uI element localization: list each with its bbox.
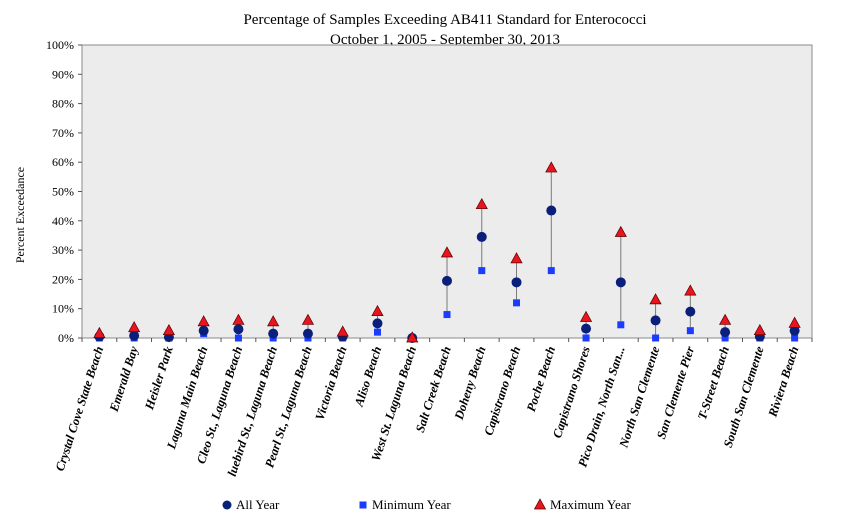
y-tick-label: 60% [52,155,74,169]
x-axis: Crystal Cove State Beach Emerald Bay Heisl… [53,338,813,478]
y-tick-label: 70% [52,126,74,140]
point-maximum-year [336,325,349,337]
y-tick-label: 40% [52,214,74,228]
point-all-year [302,328,313,339]
point-maximum-year [93,326,106,338]
x-category-label: Salt Creek Beach [413,345,454,435]
point-all-year [650,315,661,326]
point-maximum-year [788,316,801,328]
point-maximum-year [301,313,315,325]
point-maximum-year [614,225,627,237]
x-category-label: Capistrano Beach [481,345,523,438]
legend-marker-all-year [222,500,232,510]
point-all-year [789,325,800,336]
point-maximum-year [162,323,175,336]
legend: All Year Minimum Year Maximum Year [222,497,632,512]
legend-label-maximum-year: Maximum Year [550,497,632,512]
point-maximum-year [267,315,280,327]
x-category-label: Poche Beach [524,345,558,414]
point-maximum-year [719,313,732,325]
point-all-year [685,306,696,317]
point-minimum-year [582,334,590,342]
point-all-year [615,277,626,288]
point-all-year [581,323,592,334]
point-all-year [233,324,244,335]
y-tick-label: 50% [52,185,74,199]
point-maximum-year [579,310,593,322]
point-minimum-year [513,299,521,307]
point-all-year [546,205,557,216]
point-minimum-year [547,267,555,275]
point-maximum-year [545,161,558,173]
point-maximum-year [232,313,245,325]
x-category-label: Capistrano Shores [550,344,593,439]
point-all-year [372,318,383,329]
x-category-label: Aliso Beach [351,345,384,409]
y-tick-label: 20% [52,272,74,286]
y-tick-label: 0% [58,331,74,345]
point-maximum-year [649,293,662,305]
x-category-label: T-Street Beach [695,345,732,422]
point-minimum-year [617,321,625,329]
point-maximum-year [197,315,210,327]
legend-marker-minimum-year [359,501,367,509]
y-tick-label: 30% [52,243,74,257]
point-minimum-year [234,334,242,342]
y-tick-label: 80% [52,97,74,111]
legend-label-minimum-year: Minimum Year [372,497,451,512]
series-marks [93,161,801,343]
point-maximum-year [684,284,697,296]
point-minimum-year [478,267,486,275]
y-tick-label: 100% [46,38,74,52]
point-minimum-year [721,334,729,342]
point-maximum-year [371,304,384,316]
y-tick-label: 90% [52,67,74,81]
point-all-year [442,275,452,286]
chart-subtitle: October 1, 2005 - September 30, 2013 [330,32,560,48]
point-all-year [720,327,731,338]
point-all-year [129,330,140,341]
legend-marker-maximum-year [533,498,547,510]
legend-label-all-year: All Year [236,497,280,512]
point-maximum-year [753,323,766,336]
point-minimum-year [652,334,660,342]
x-category-label: San Clemente Pier [654,344,697,440]
point-maximum-year [406,331,419,343]
y-axis-label: Percent Exceedance [13,167,27,263]
point-minimum-year [373,328,381,336]
point-all-year [511,277,522,288]
point-maximum-year [128,321,141,333]
x-category-label: Riviera Beach [765,345,801,420]
point-all-year [268,328,279,339]
chart-title: Percentage of Samples Exceeding AB411 St… [243,12,646,28]
x-category-label: Emerald Bay [106,344,141,414]
x-category-label: Victoria Beach [313,345,350,422]
point-maximum-year [440,246,454,258]
x-category-label: Crystal Cove State Beach [53,345,107,473]
point-minimum-year [443,311,451,319]
point-minimum-year [686,327,694,335]
point-minimum-year [791,334,799,342]
x-category-label: Heisler Park [142,344,176,412]
point-maximum-year [510,252,523,264]
x-category-label: Doheny Beach [451,345,488,423]
y-axis: 0% 10% 20% 30% 40% 50% 60% 70% 80% 90% 100% [46,38,82,345]
y-tick-label: 10% [52,302,74,316]
point-maximum-year [475,197,488,210]
point-all-year [476,231,487,242]
point-all-year [198,325,209,336]
